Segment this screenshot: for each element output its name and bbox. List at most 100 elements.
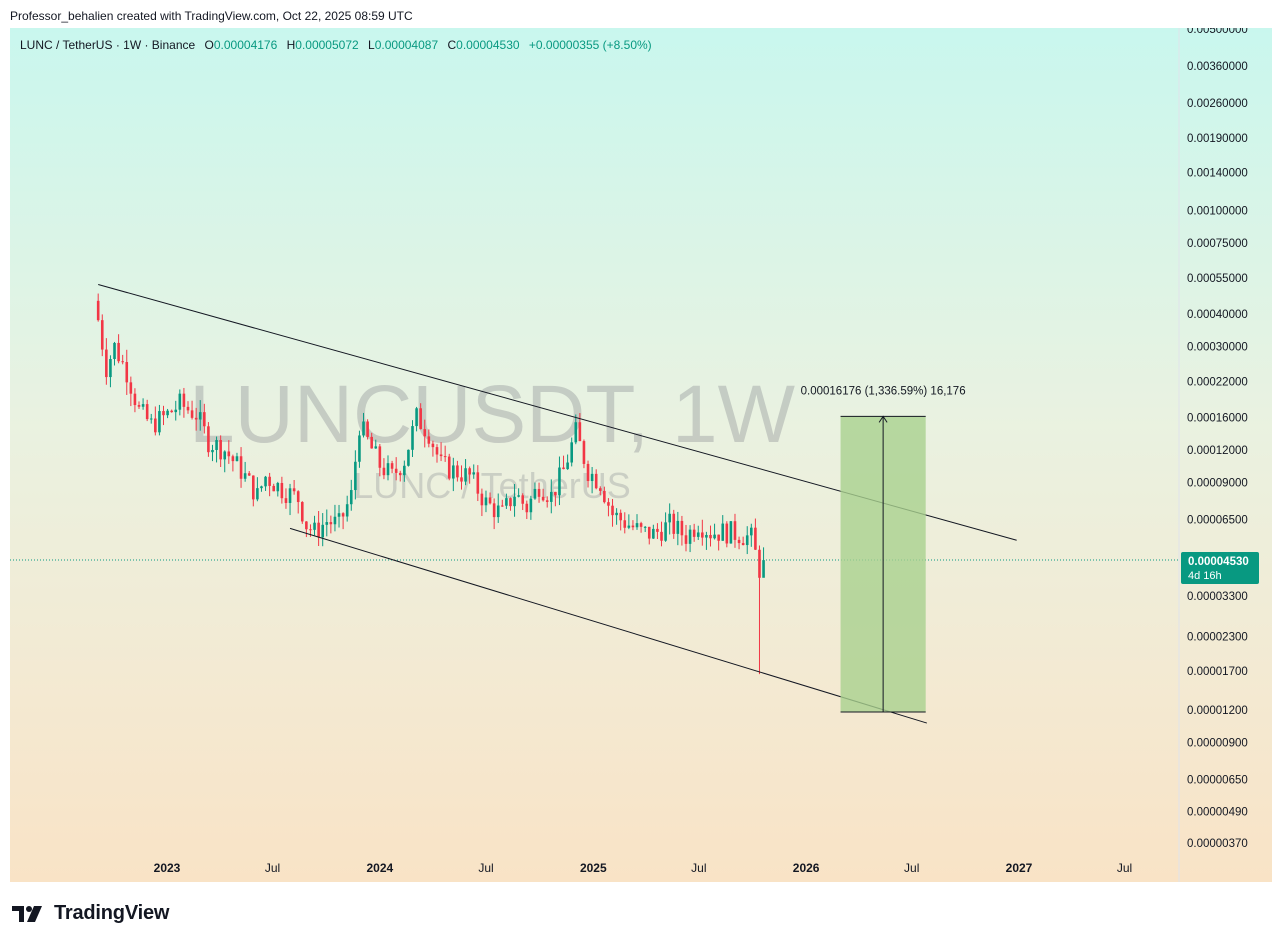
- y-tick-label: 0.00000900: [1187, 738, 1248, 750]
- candle-body: [100, 320, 104, 350]
- candle-body: [166, 410, 169, 416]
- candle: [341, 512, 345, 530]
- candle: [105, 338, 108, 385]
- candle: [272, 483, 276, 492]
- candle: [488, 492, 492, 505]
- candle-body: [211, 449, 214, 453]
- candle: [758, 545, 761, 675]
- candle: [533, 482, 537, 500]
- candle-body: [182, 393, 186, 407]
- candle: [656, 523, 659, 540]
- y-tick-label: 0.00260000: [1187, 98, 1248, 110]
- candle-body: [407, 449, 410, 466]
- candle-body: [382, 467, 386, 476]
- candle: [288, 483, 292, 516]
- candle-body: [300, 502, 304, 522]
- candle-body: [133, 393, 137, 406]
- candle-body: [358, 435, 361, 462]
- legend-change: +0.00000355 (+8.50%): [528, 38, 652, 52]
- legend-high: 0.00005072: [295, 38, 359, 52]
- candle: [639, 521, 643, 533]
- candle-body: [235, 456, 239, 462]
- candle: [668, 503, 671, 535]
- candle-body: [190, 410, 194, 418]
- candle-body: [427, 436, 431, 444]
- candle: [607, 498, 610, 517]
- legend-open-label: O: [204, 38, 214, 52]
- candle-body: [280, 482, 284, 499]
- candle-body: [292, 488, 296, 492]
- tradingview-brand[interactable]: TradingView: [12, 902, 169, 925]
- candle: [472, 464, 476, 479]
- time-axis[interactable]: 2023 Jul 2024 Jul 2025 Jul 2026 Jul 2027 Jul: [154, 861, 1133, 875]
- candle: [354, 450, 357, 500]
- y-tick-label: 0.00001200: [1187, 705, 1248, 717]
- candle: [525, 500, 529, 520]
- candle-body: [296, 491, 300, 503]
- x-tick-label: Jul: [265, 861, 280, 875]
- candle-body: [370, 436, 373, 449]
- candle-body: [607, 502, 610, 506]
- candle: [570, 437, 574, 467]
- candle: [696, 525, 700, 540]
- y-tick-label: 0.00100000: [1187, 206, 1248, 218]
- candle-body: [174, 409, 178, 413]
- candle: [705, 531, 708, 550]
- candle-body: [121, 361, 124, 363]
- candle-body: [341, 513, 345, 517]
- candle-body: [260, 486, 263, 489]
- candle: [464, 459, 467, 486]
- candle: [170, 409, 173, 413]
- y-tick-label: 0.00006500: [1187, 514, 1248, 526]
- candle: [178, 389, 182, 416]
- candle-body: [439, 454, 443, 457]
- x-tick-label: 2026: [793, 861, 820, 875]
- candle: [276, 481, 280, 497]
- candle: [260, 485, 263, 492]
- y-tick-label: 0.00040000: [1187, 309, 1248, 321]
- candle-body: [403, 465, 406, 476]
- y-tick-label: 0.00001700: [1187, 666, 1248, 678]
- candle-body: [411, 426, 414, 450]
- candle-body: [692, 529, 696, 537]
- candle-body: [162, 411, 165, 416]
- candle-body: [464, 468, 467, 482]
- candle: [603, 486, 606, 504]
- candle-body: [264, 476, 267, 487]
- candle-body: [443, 456, 447, 458]
- candle: [370, 432, 373, 449]
- candle-body: [105, 349, 108, 378]
- chart-credit: Professor_behalien created with TradingV…: [10, 9, 413, 23]
- candle-body: [460, 477, 463, 482]
- price-axis[interactable]: 0.00500000 0.00360000 0.00260000 0.00190000…: [1187, 28, 1248, 850]
- candle-body: [476, 472, 480, 494]
- candle: [713, 523, 716, 540]
- chart-frame[interactable]: LUNCUSDT, 1W LUNC / TetherUS 0.00016176 …: [10, 28, 1272, 882]
- legend-high-label: H: [286, 38, 296, 52]
- candle: [709, 525, 712, 547]
- candle: [721, 515, 725, 541]
- candle: [725, 521, 729, 548]
- candle: [590, 467, 594, 494]
- price-tag-value: 0.00004530: [1188, 556, 1249, 568]
- candle-body: [639, 523, 643, 527]
- price-chart[interactable]: LUNCUSDT, 1W LUNC / TetherUS 0.00016176 …: [10, 28, 1272, 882]
- candle-body: [227, 451, 231, 457]
- candle-body: [288, 488, 292, 503]
- candle: [415, 406, 418, 432]
- candle-body: [252, 475, 255, 500]
- candle-body: [305, 521, 308, 530]
- legend-symbol[interactable]: LUNC / TetherUS · 1W · Binance: [20, 38, 196, 52]
- candle-body: [349, 490, 353, 505]
- candle-body: [435, 447, 439, 455]
- candle: [398, 470, 402, 482]
- candle: [558, 456, 561, 506]
- candle: [145, 399, 149, 422]
- candle: [100, 314, 104, 357]
- candle-body: [501, 505, 504, 507]
- y-tick-label: 0.00003300: [1187, 591, 1248, 603]
- y-tick-label: 0.00000490: [1187, 806, 1248, 818]
- candle-body: [554, 491, 557, 496]
- legend-close: 0.00004530: [456, 38, 520, 52]
- candle-body: [598, 488, 602, 491]
